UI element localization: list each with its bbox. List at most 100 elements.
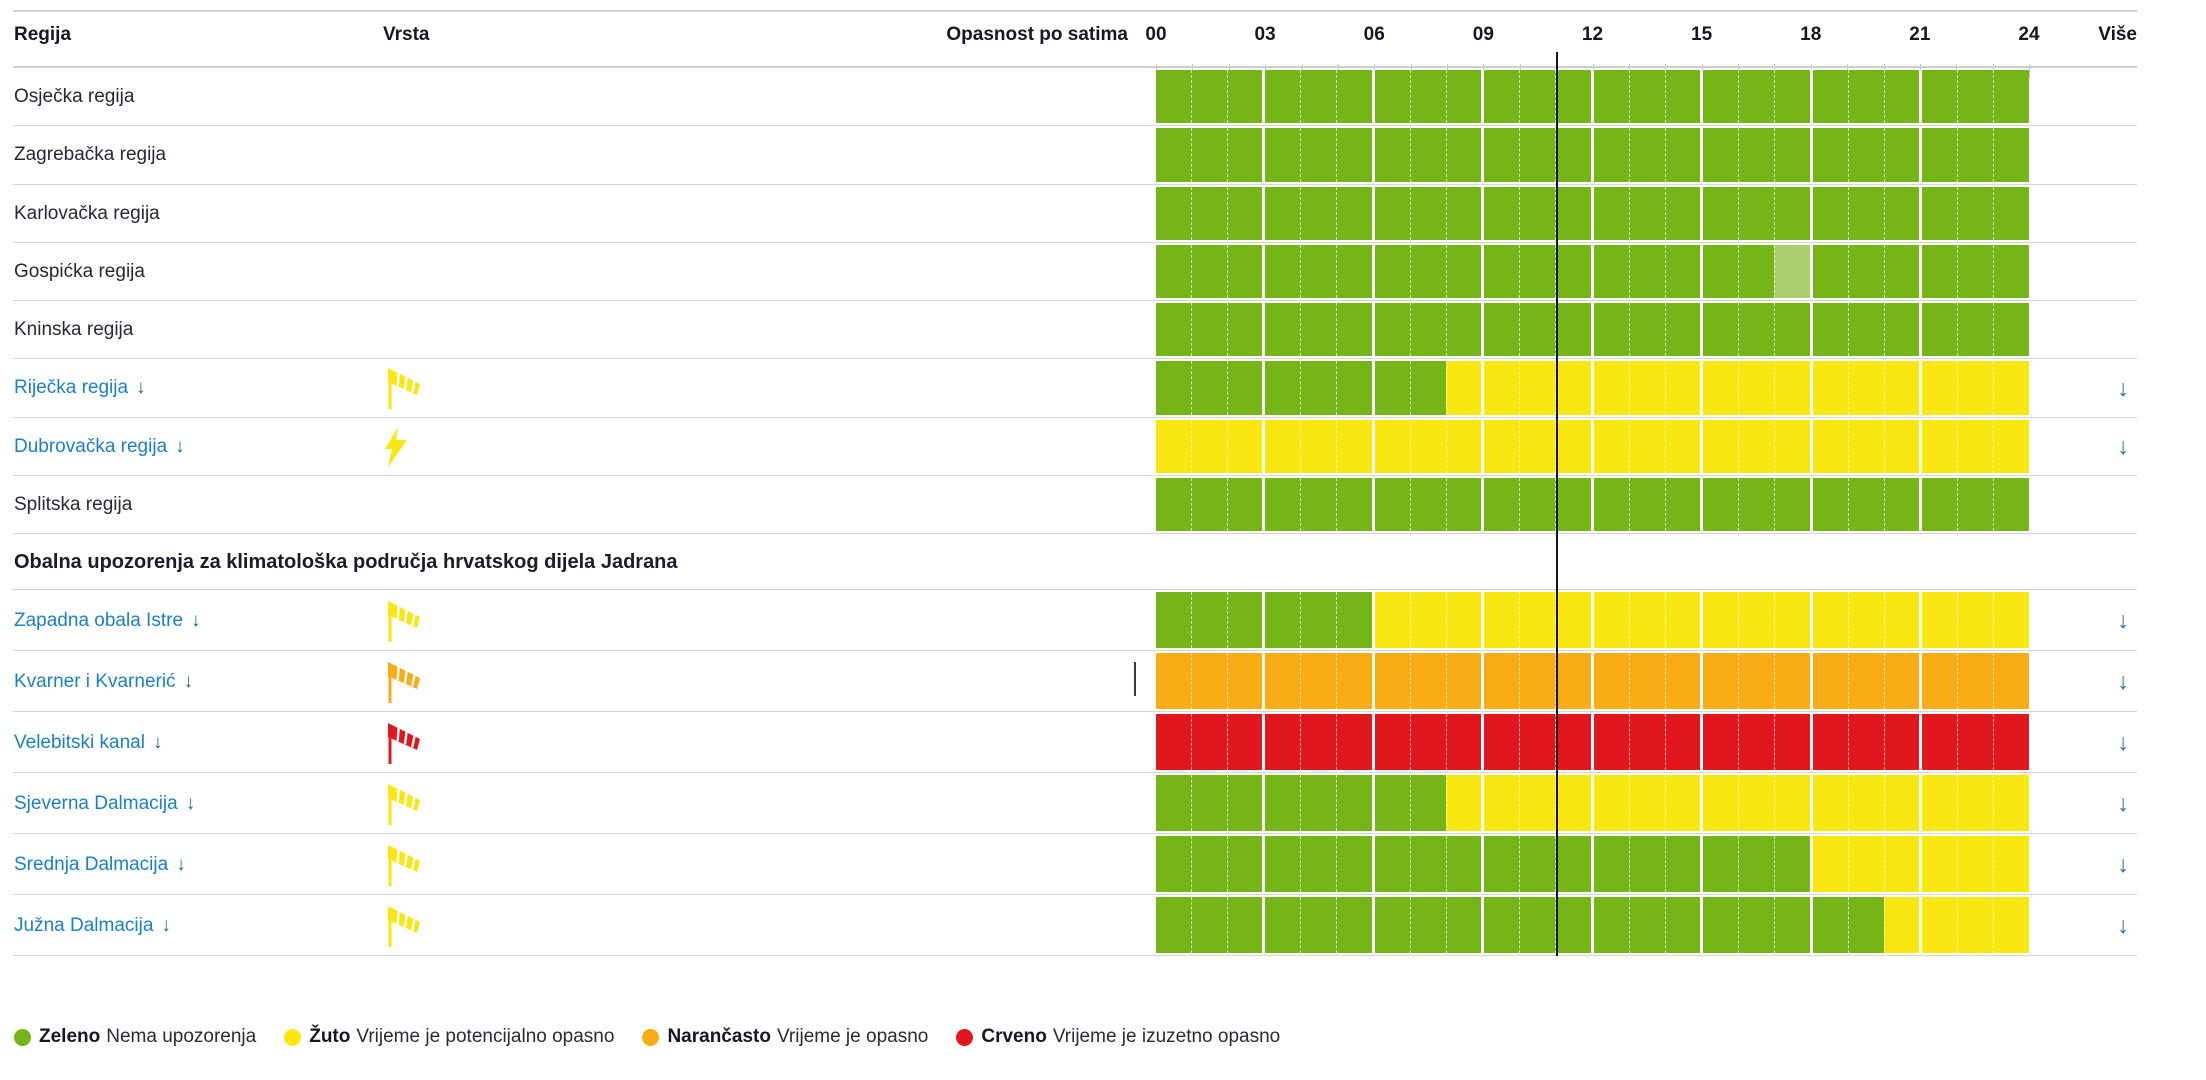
hour-cell bbox=[1847, 70, 1884, 124]
hour-cell bbox=[1190, 653, 1227, 709]
hour-cell bbox=[1700, 70, 1739, 124]
table-row: Gospićka regija bbox=[0, 243, 2206, 302]
hour-cell bbox=[1481, 419, 1520, 473]
region-link[interactable]: Velebitski kanal ↓ bbox=[14, 731, 163, 753]
hour-cell bbox=[1409, 244, 1446, 298]
hour-cell bbox=[1226, 714, 1263, 770]
hour-cell bbox=[1519, 477, 1556, 531]
hour-cell bbox=[1371, 303, 1410, 357]
hour-cell bbox=[1847, 128, 1884, 182]
hour-cell bbox=[1993, 303, 2029, 357]
hour-cell bbox=[1226, 477, 1263, 531]
hour-cell bbox=[1883, 477, 1920, 531]
hour-cell bbox=[1262, 477, 1301, 531]
region-link[interactable]: Riječka regija ↓ bbox=[14, 377, 146, 399]
hour-cell bbox=[1993, 70, 2029, 124]
more-arrow[interactable]: ↓ bbox=[2117, 433, 2129, 460]
hour-cell bbox=[1445, 70, 1482, 124]
legend-text: Vrijeme je opasno bbox=[776, 1026, 929, 1047]
hour-cell bbox=[1700, 303, 1739, 357]
hour-timeline bbox=[1156, 836, 2029, 892]
hour-cell bbox=[1336, 244, 1372, 298]
hour-cell bbox=[1664, 653, 1701, 709]
hour-cell bbox=[1226, 775, 1263, 831]
region-link[interactable]: Zapadna obala Istre ↓ bbox=[14, 609, 201, 631]
hour-cell bbox=[1993, 653, 2029, 709]
hour-cell bbox=[1336, 592, 1372, 648]
hour-cell bbox=[1809, 244, 1848, 298]
hour-cell bbox=[1555, 836, 1591, 892]
expand-arrow-icon: ↓ bbox=[152, 731, 163, 753]
more-arrow[interactable]: ↓ bbox=[2117, 912, 2129, 938]
col-header-regija: Regija bbox=[14, 24, 72, 45]
region-link[interactable]: Južna Dalmacija ↓ bbox=[14, 914, 171, 936]
table-row: Karlovačka regija bbox=[0, 185, 2206, 244]
hour-cell bbox=[1774, 303, 1810, 357]
hour-cell bbox=[1519, 714, 1556, 770]
hour-cell bbox=[1300, 361, 1337, 415]
more-arrow[interactable]: ↓ bbox=[2117, 790, 2129, 816]
more-arrow[interactable]: ↓ bbox=[2117, 851, 2129, 877]
more-arrow[interactable]: ↓ bbox=[2117, 374, 2129, 401]
hour-cell bbox=[1738, 70, 1775, 124]
expand-arrow-icon: ↓ bbox=[191, 609, 201, 631]
hour-cell bbox=[1409, 70, 1446, 124]
hour-cell bbox=[1156, 477, 1191, 531]
hour-cell bbox=[1481, 653, 1520, 709]
hour-cell bbox=[1700, 897, 1739, 953]
hour-cell bbox=[1774, 775, 1810, 831]
more-arrow[interactable]: ↓ bbox=[2117, 607, 2129, 633]
hour-cell bbox=[1993, 477, 2029, 531]
hour-cell bbox=[1190, 244, 1227, 298]
hour-cell bbox=[1190, 836, 1227, 892]
table-row: Zagrebačka regija bbox=[0, 126, 2206, 185]
region-link[interactable]: Srednja Dalmacija ↓ bbox=[14, 853, 186, 875]
windsock-icon bbox=[388, 722, 420, 764]
region-label: Kninska regija bbox=[14, 319, 134, 341]
more-arrow[interactable]: ↓ bbox=[2117, 729, 2129, 755]
hour-cell bbox=[1300, 714, 1337, 770]
hour-timeline bbox=[1156, 419, 2029, 473]
hour-cell bbox=[1300, 775, 1337, 831]
hour-cell bbox=[1883, 186, 1920, 240]
hour-cell bbox=[1809, 361, 1848, 415]
table-row: Sjeverna Dalmacija ↓ ↓ bbox=[0, 773, 2206, 834]
hour-cell bbox=[1190, 477, 1227, 531]
hour-cell bbox=[1371, 244, 1410, 298]
hour-timeline bbox=[1156, 592, 2029, 648]
hour-cell bbox=[1809, 897, 1848, 953]
hour-cell bbox=[1409, 592, 1446, 648]
hour-cell bbox=[1156, 303, 1191, 357]
hour-cell bbox=[1809, 70, 1848, 124]
hour-cell bbox=[1262, 836, 1301, 892]
hour-cell bbox=[1555, 244, 1591, 298]
hour-cell bbox=[1481, 592, 1520, 648]
windsock-icon bbox=[388, 783, 420, 825]
lightning-icon bbox=[385, 426, 407, 467]
hour-cell bbox=[1774, 419, 1810, 473]
region-link[interactable]: Dubrovačka regija ↓ bbox=[14, 435, 185, 457]
hour-cell bbox=[1700, 477, 1739, 531]
hour-cell bbox=[1774, 186, 1810, 240]
hour-cell bbox=[1555, 303, 1591, 357]
hour-cell bbox=[1371, 186, 1410, 240]
hour-cell bbox=[1628, 653, 1665, 709]
more-arrow[interactable]: ↓ bbox=[2117, 668, 2129, 694]
hour-cell bbox=[1156, 419, 1191, 473]
hour-cell bbox=[1993, 361, 2029, 415]
hour-cell bbox=[1590, 303, 1629, 357]
region-link[interactable]: Sjeverna Dalmacija ↓ bbox=[14, 792, 196, 814]
hour-cell bbox=[1262, 128, 1301, 182]
hour-cell bbox=[1590, 653, 1629, 709]
hour-cell bbox=[1664, 775, 1701, 831]
hour-cell bbox=[1336, 70, 1372, 124]
hour-cell bbox=[1700, 836, 1739, 892]
hour-cell bbox=[1409, 128, 1446, 182]
region-label: Gospićka regija bbox=[14, 260, 145, 282]
hour-cell bbox=[1226, 303, 1263, 357]
hour-cell bbox=[1371, 477, 1410, 531]
hour-cell bbox=[1190, 592, 1227, 648]
region-link[interactable]: Kvarner i Kvarnerić ↓ bbox=[14, 670, 194, 692]
hour-cell bbox=[1481, 775, 1520, 831]
hour-cell bbox=[1957, 653, 1994, 709]
